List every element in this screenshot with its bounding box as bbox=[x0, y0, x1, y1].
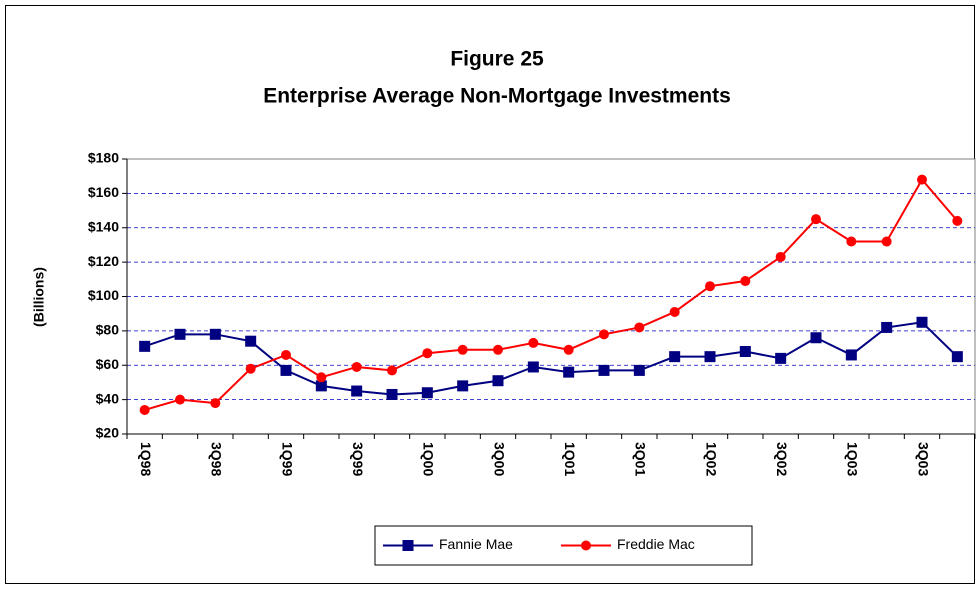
point bbox=[492, 375, 504, 387]
x-tick-label: 3Q99 bbox=[350, 442, 366, 476]
chart-subtitle: Enterprise Average Non-Mortgage Investme… bbox=[263, 85, 731, 108]
chart-title: Figure 25 bbox=[450, 48, 544, 71]
x-tick-label: 1Q00 bbox=[421, 442, 437, 476]
point bbox=[528, 337, 539, 348]
y-tick-label: $100 bbox=[88, 287, 119, 303]
point bbox=[209, 328, 221, 340]
x-tick-label: 1Q98 bbox=[138, 442, 154, 476]
point bbox=[598, 364, 610, 376]
y-tick-label: $160 bbox=[88, 184, 119, 200]
point bbox=[281, 349, 291, 360]
series-line bbox=[144, 177, 959, 411]
point bbox=[351, 385, 363, 397]
point bbox=[916, 316, 928, 328]
x-tick-label: 3Q02 bbox=[774, 442, 790, 476]
y-tick-label: $80 bbox=[96, 322, 120, 338]
point bbox=[810, 332, 822, 344]
point bbox=[387, 365, 397, 376]
y-tick-label: $140 bbox=[88, 218, 119, 234]
point bbox=[316, 372, 327, 383]
y-tick-label: $60 bbox=[96, 356, 120, 372]
point bbox=[846, 236, 857, 247]
point bbox=[422, 348, 433, 359]
y-tick-label: $20 bbox=[96, 425, 120, 441]
point bbox=[739, 346, 751, 357]
x-tick-label: 3Q98 bbox=[209, 442, 225, 476]
y-tick-label: $180 bbox=[88, 150, 119, 166]
point bbox=[705, 281, 715, 292]
legend-marker bbox=[402, 540, 414, 551]
point bbox=[139, 404, 150, 415]
point bbox=[845, 349, 857, 361]
point bbox=[952, 215, 963, 226]
x-tick-label: 3Q01 bbox=[633, 442, 649, 476]
point bbox=[669, 351, 681, 363]
point bbox=[633, 364, 645, 376]
point bbox=[775, 352, 787, 364]
point bbox=[775, 251, 786, 262]
y-tick-label: $40 bbox=[96, 390, 120, 406]
x-tick-label: 1Q01 bbox=[562, 442, 578, 476]
point bbox=[917, 174, 927, 185]
y-axis-label: (Billions) bbox=[31, 267, 47, 327]
point bbox=[563, 344, 574, 355]
point bbox=[669, 306, 680, 317]
point bbox=[139, 340, 151, 352]
legend-marker bbox=[581, 540, 591, 551]
point bbox=[811, 214, 821, 225]
y-tick-label: $120 bbox=[88, 253, 119, 269]
point bbox=[704, 351, 716, 363]
point bbox=[210, 398, 221, 409]
point bbox=[951, 351, 963, 363]
point bbox=[245, 335, 257, 347]
point bbox=[563, 366, 575, 378]
point bbox=[175, 394, 185, 405]
legend-label: Freddie Mac bbox=[617, 536, 695, 552]
point bbox=[599, 329, 609, 340]
point bbox=[315, 380, 327, 392]
x-tick-label: 1Q03 bbox=[845, 442, 861, 476]
point bbox=[174, 328, 186, 340]
point bbox=[280, 364, 292, 376]
x-tick-label: 3Q03 bbox=[915, 442, 931, 476]
point bbox=[493, 344, 503, 355]
point bbox=[386, 388, 398, 400]
point bbox=[740, 276, 751, 287]
point bbox=[351, 361, 362, 372]
point bbox=[457, 344, 468, 355]
x-tick-label: 3Q00 bbox=[491, 442, 507, 476]
point bbox=[245, 363, 256, 374]
point bbox=[457, 380, 469, 392]
point bbox=[881, 236, 892, 247]
x-tick-label: 1Q02 bbox=[703, 442, 719, 476]
legend-label: Fannie Mae bbox=[439, 536, 513, 552]
point bbox=[881, 321, 893, 333]
point bbox=[421, 387, 433, 399]
x-tick-label: 1Q99 bbox=[279, 442, 295, 476]
point bbox=[527, 361, 539, 373]
series-line bbox=[144, 321, 959, 396]
point bbox=[634, 322, 645, 333]
